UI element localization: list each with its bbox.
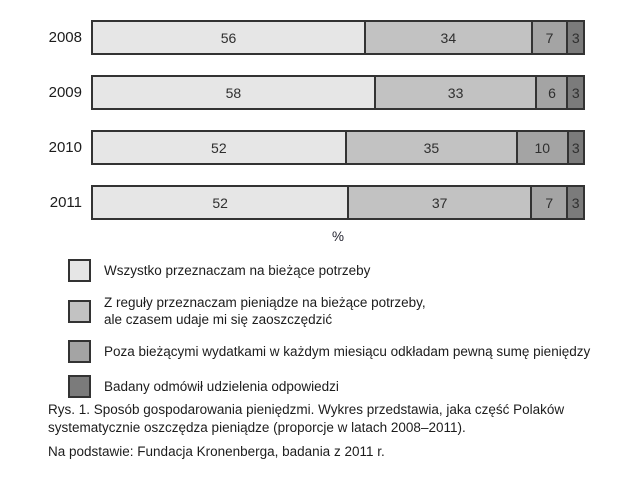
figure-caption: Rys. 1. Sposób gospodarowania pieniędzmi… [48, 401, 618, 461]
stacked-bar: 52 35 10 3 [91, 130, 585, 165]
stacked-bar-chart: 2008 56 34 7 3 2009 58 33 6 3 2010 52 35 10 3 2011 52 37 7… [0, 20, 585, 240]
bar-segment: 58 [93, 77, 374, 108]
legend-item: Wszystko przeznaczam na bieżące potrzeby [68, 259, 608, 282]
bar-segment: 6 [535, 77, 567, 108]
bar-segment: 3 [566, 77, 583, 108]
bar-segment: 33 [373, 77, 536, 108]
segment-value-label: 37 [431, 194, 448, 211]
legend-color-swatch [68, 259, 91, 282]
legend-label: Z reguły przeznaczam pieniądze na bieżąc… [104, 295, 426, 327]
bar-segment: 3 [566, 22, 583, 53]
segment-value-label: 7 [545, 194, 554, 211]
segment-value-label: 35 [423, 139, 440, 156]
segment-value-label: 34 [440, 29, 457, 46]
x-axis-unit-label: % [331, 229, 344, 244]
caption-text: Rys. 1. Sposób gospodarowania pieniędzmi… [48, 402, 565, 435]
bar-segment: 3 [566, 132, 584, 163]
legend-label: Wszystko przeznaczam na bieżące potrzeby [104, 263, 371, 278]
bar-row: 2010 52 35 10 3 [0, 130, 585, 165]
bar-segment: 56 [93, 22, 365, 53]
bar-segment: 52 [93, 132, 345, 163]
bar-segment: 35 [344, 132, 517, 163]
year-label: 2009 [48, 84, 82, 101]
caption-source: Na podstawie: Fundacja Kronenberga, bada… [48, 444, 385, 459]
year-label: 2011 [49, 194, 82, 211]
segment-value-label: 52 [212, 194, 228, 211]
segment-value-label: 3 [571, 194, 580, 211]
segment-value-label: 3 [571, 139, 580, 156]
legend-color-swatch [68, 340, 91, 363]
bar-row: 2011 52 37 7 3 [0, 185, 585, 220]
segment-value-label: 58 [225, 84, 242, 101]
year-label: 2008 [48, 29, 82, 46]
segment-value-label: 7 [545, 29, 554, 46]
bar-segment: 52 [93, 187, 348, 218]
legend-label: Poza bieżącymi wydatkami w każdym miesią… [104, 344, 591, 359]
year-label: 2010 [48, 139, 82, 156]
chart-legend: Wszystko przeznaczam na bieżące potrzeby… [68, 259, 608, 410]
legend-item: Z reguły przeznaczam pieniądze na bieżąc… [68, 294, 608, 328]
bar-row: 2009 58 33 6 3 [0, 75, 585, 110]
segment-value-label: 10 [534, 139, 551, 156]
legend-color-swatch [68, 375, 91, 398]
stacked-bar: 52 37 7 3 [91, 185, 585, 220]
stacked-bar: 58 33 6 3 [91, 75, 585, 110]
bar-segment: 7 [530, 187, 567, 218]
bar-segment: 7 [530, 22, 567, 53]
bar-segment: 34 [364, 22, 531, 53]
stacked-bar: 56 34 7 3 [91, 20, 585, 55]
segment-value-label: 6 [548, 84, 556, 101]
legend-label: Badany odmówił udzielenia odpowiedzi [104, 379, 339, 394]
bar-segment: 10 [516, 132, 567, 163]
segment-value-label: 3 [571, 29, 580, 46]
segment-value-label: 3 [571, 84, 580, 101]
legend-item: Poza bieżącymi wydatkami w każdym miesią… [68, 340, 608, 363]
segment-value-label: 33 [447, 84, 464, 101]
bar-segment: 3 [566, 187, 583, 218]
bar-segment: 37 [347, 187, 531, 218]
legend-item: Badany odmówił udzielenia odpowiedzi [68, 375, 608, 398]
segment-value-label: 52 [211, 139, 227, 156]
segment-value-label: 56 [220, 29, 237, 46]
bar-row: 2008 56 34 7 3 [0, 20, 585, 55]
legend-color-swatch [68, 299, 91, 323]
